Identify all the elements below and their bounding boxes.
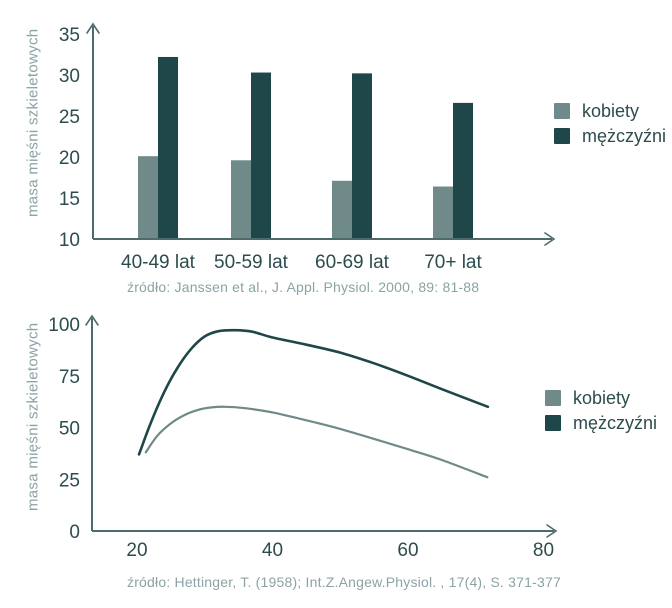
y-tick-label: 35 [59,25,80,46]
x-category-label: 40-49 lat [121,252,196,273]
x-category-label: 50-59 lat [214,252,289,273]
line-chart-figure: masa mięśni szkieletowych 0 25 50 75 100 20 40… [0,304,672,608]
legend-label-kobiety: kobiety [573,388,631,408]
x-axis-arrow-icon [546,524,558,538]
y-tick-label: 0 [69,522,80,543]
bar-60-69 lat-kobiety [332,180,352,239]
kobiety-swatch-icon [554,103,570,119]
x-tick-label: 20 [126,540,147,561]
legend-label-mezczyzni: mężczyźni [582,126,667,146]
mezczyzni-swatch-icon [554,128,570,144]
source-citation: źródło: Janssen et al., J. Appl. Physiol… [127,279,480,295]
bar-70+ lat-mezczyzni [453,102,473,239]
legend-item-kobiety: kobiety [545,387,657,409]
legend-label-kobiety: kobiety [582,101,640,121]
y-tick-label: 15 [59,189,80,210]
bar-50-59 lat-kobiety [231,160,251,239]
y-tick-label: 10 [59,230,80,251]
y-tick-label: 75 [59,367,80,388]
y-tick-label: 20 [59,148,80,169]
kobiety-swatch-icon [545,390,561,406]
bar-70+ lat-kobiety [433,186,453,239]
legend-item-mezczyzni: mężczyźni [554,125,666,147]
bar-60-69 lat-mezczyzni [352,73,372,239]
y-tick-label: 25 [59,107,80,128]
bar-40-49 lat-kobiety [138,156,158,239]
x-tick-label: 60 [397,540,418,561]
legend: kobiety mężczyźni [554,100,666,147]
source-citation: źródło: Hettinger, T. (1958); Int.Z.Ange… [127,574,561,590]
x-tick-label: 40 [262,540,283,561]
y-tick-label: 100 [48,315,80,336]
bar-40-49 lat-mezczyzni [158,56,178,240]
y-tick-label: 25 [59,470,80,491]
legend-item-kobiety: kobiety [554,100,666,122]
x-category-label: 70+ lat [424,252,482,273]
legend-label-mezczyzni: mężczyźni [573,413,658,433]
y-axis-arrow-icon [85,314,99,326]
x-axis-arrow-icon [544,232,556,246]
mezczyzni-swatch-icon [545,415,561,431]
y-tick-label: 30 [59,66,80,87]
bar-50-59 lat-mezczyzni [251,72,271,239]
line-series-kobiety [144,405,489,479]
x-category-label: 60-69 lat [315,252,390,273]
y-axis-arrow-icon [86,22,100,34]
y-tick-label: 50 [59,419,80,440]
x-tick-label: 80 [533,540,554,561]
legend-item-mezczyzni: mężczyźni [545,412,657,434]
legend: kobiety mężczyźni [545,387,657,434]
line-series-mężczyźni [137,328,490,456]
line-chart-canvas: 0 25 50 75 100 20 40 60 80 [48,314,558,561]
bar-chart-figure: masa mięśni szkieletowych 40-49 lat 50-59… [25,22,666,295]
bar-chart-canvas: 40-49 lat 50-59 lat 60-69 lat 70+ lat 10 15 20… [59,22,556,273]
